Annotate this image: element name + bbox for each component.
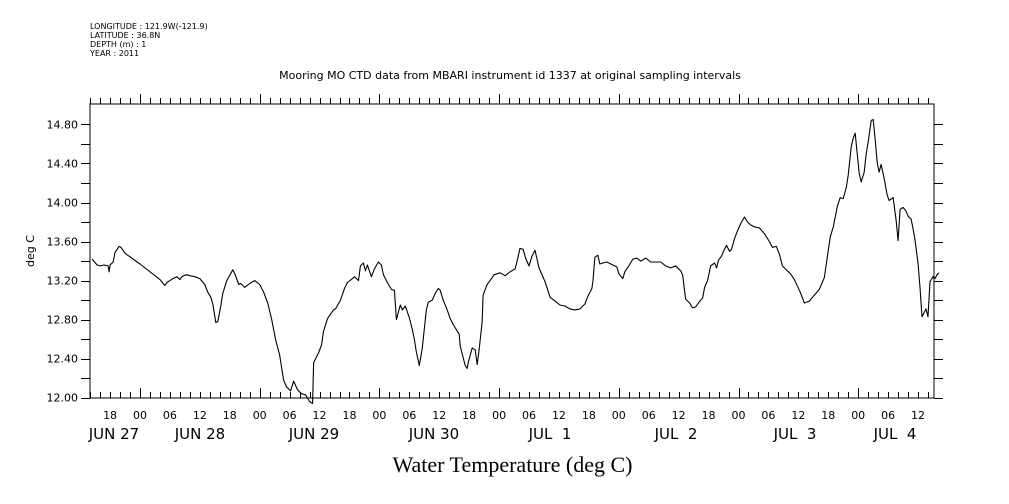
x-tick-label: 12 (193, 409, 207, 422)
x-tick-label: 00 (253, 409, 267, 422)
y-tick-label: 12.80 (47, 314, 79, 327)
x-tick-label: 00 (612, 409, 626, 422)
bottom-title: Water Temperature (deg C) (392, 452, 633, 477)
y-tick-label: 14.40 (47, 157, 79, 170)
x-day-label: JUN 30 (408, 425, 459, 443)
x-tick-label: 18 (702, 409, 716, 422)
x-tick-label: 06 (642, 409, 656, 422)
x-tick-label: 12 (672, 409, 686, 422)
y-tick-label: 12.00 (47, 392, 79, 405)
x-day-label: JUN 27 (88, 425, 139, 443)
x-day-label: JUN 28 (174, 425, 225, 443)
x-tick-label: 18 (223, 409, 237, 422)
x-tick-label: 00 (732, 409, 746, 422)
x-day-label: JUL 1 (528, 425, 572, 443)
x-tick-label: 18 (582, 409, 596, 422)
x-tick-label: 00 (492, 409, 506, 422)
x-tick-label: 06 (163, 409, 177, 422)
y-axis-label: deg C (24, 235, 37, 267)
depth-label: DEPTH (m) : 1 (90, 40, 147, 49)
year-label: YEAR : 2011 (90, 49, 140, 58)
x-tick-label: 00 (133, 409, 147, 422)
x-tick-label: 06 (761, 409, 775, 422)
x-tick-label: 00 (851, 409, 865, 422)
plot-frame (89, 103, 935, 399)
x-tick-label: 06 (522, 409, 536, 422)
longitude-label: LONGITUDE : 121.9W(-121.9) (90, 22, 208, 31)
x-tick-label: 12 (911, 409, 925, 422)
plot-border (89, 103, 935, 399)
x-tick-label: 06 (881, 409, 895, 422)
y-tick-label: 12.40 (47, 353, 79, 366)
y-tick-label: 14.80 (47, 118, 79, 131)
x-tick-label: 18 (821, 409, 835, 422)
y-tick-label: 14.00 (47, 197, 79, 210)
x-day-label: JUL 2 (654, 425, 698, 443)
x-tick-label: 18 (462, 409, 476, 422)
x-tick-label: 18 (342, 409, 356, 422)
x-day-label: JUN 29 (288, 425, 339, 443)
x-day-label: JUL 3 (773, 425, 817, 443)
x-day-label: JUL 4 (873, 425, 917, 443)
x-tick-label: 06 (402, 409, 416, 422)
x-tick-label: 12 (432, 409, 446, 422)
y-tick-label: 13.60 (47, 236, 79, 249)
x-tick-label: 18 (103, 409, 117, 422)
y-tick-label: 13.20 (47, 275, 79, 288)
chart-title: Mooring MO CTD data from MBARI instrumen… (279, 69, 741, 82)
x-tick-label: 00 (372, 409, 386, 422)
y-axis: 12.00 12.40 12.80 13.20 13.60 14.00 14.40 14.80 (47, 118, 943, 405)
latitude-label: LATITUDE : 36.8N (90, 31, 161, 40)
series-group (91, 118, 940, 405)
x-tick-label: 12 (791, 409, 805, 422)
x-tick-label: 12 (552, 409, 566, 422)
x-tick-label: 12 (313, 409, 327, 422)
x-axis: 18 00 06 12 18 00 06 12 18 00 06 12 18 00 06 12 18 00 06 12… (88, 94, 929, 443)
metadata-block: LONGITUDE : 121.9W(-121.9) LATITUDE : 36… (90, 22, 208, 58)
series-line-water-temperature (91, 118, 940, 405)
x-tick-label: 06 (283, 409, 297, 422)
